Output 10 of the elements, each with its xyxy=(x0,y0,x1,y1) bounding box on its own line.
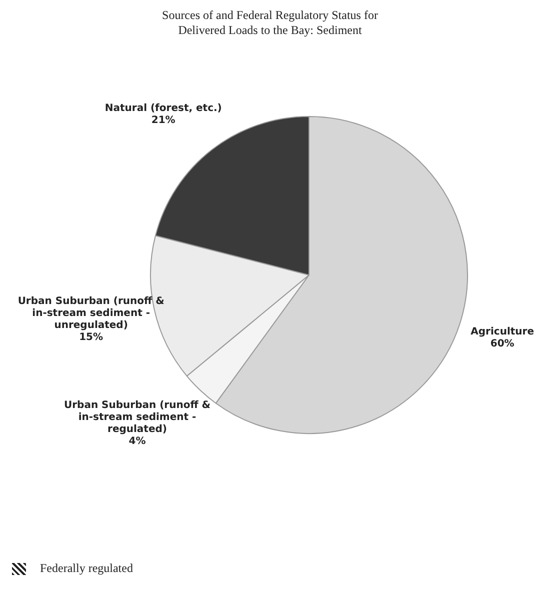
slice-label: Urban Suburban (runoff & in-stream sediment - regulated) xyxy=(64,400,211,435)
data-label: 60% xyxy=(490,338,514,350)
slice-label: Natural (forest, etc.) xyxy=(104,102,222,114)
data-label: 21% xyxy=(151,114,176,126)
data-label: 4% xyxy=(128,436,146,447)
slice-label: Urban Suburban (runoff & in-stream sediment - unregulated) xyxy=(18,296,165,331)
text: Federally regulated xyxy=(40,561,133,576)
data-label: 15% xyxy=(79,332,104,343)
chart-title: Sources of and Federal Regulatory Status for Delivered Loads to the Bay: Sediment xyxy=(161,8,379,38)
slice-label: Agriculture xyxy=(470,326,534,338)
